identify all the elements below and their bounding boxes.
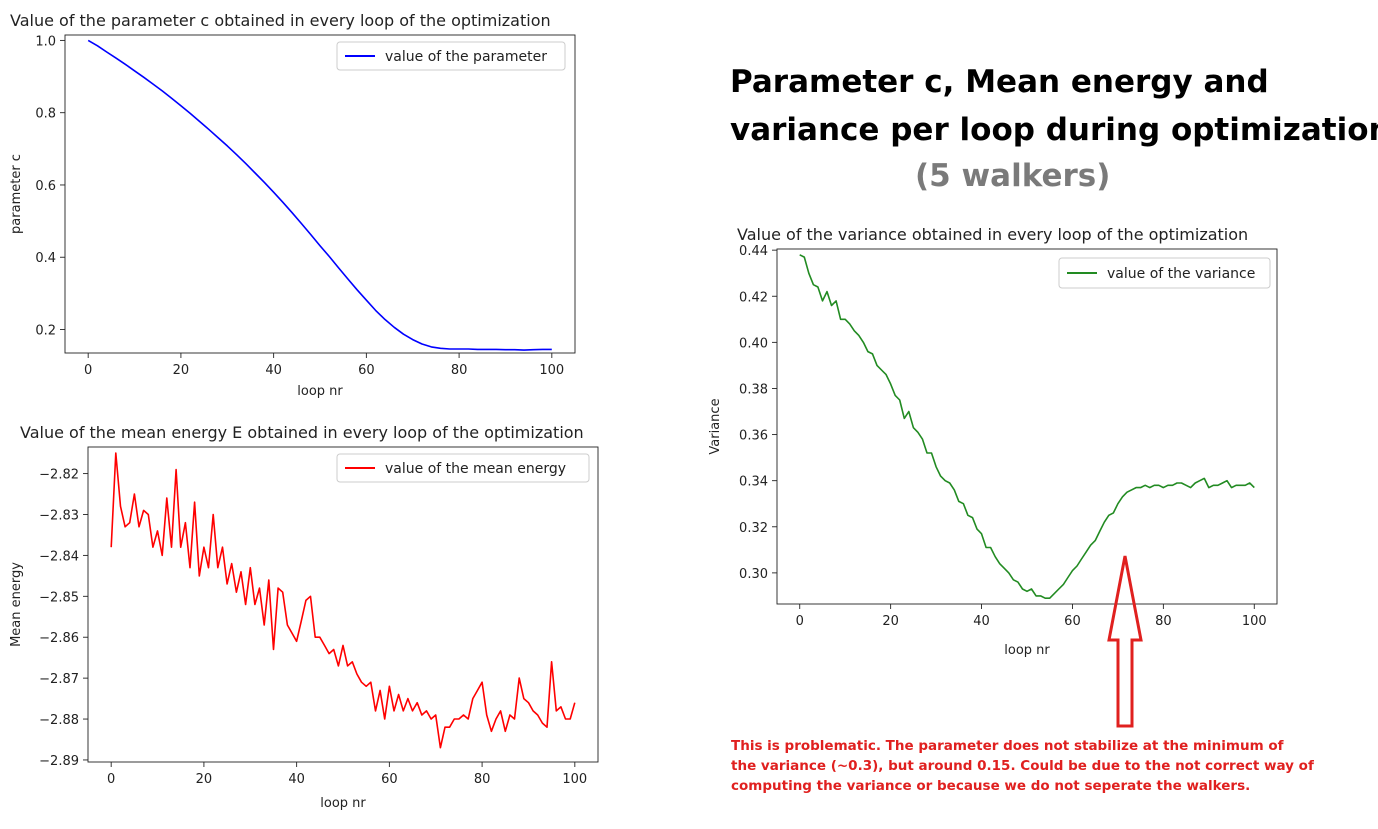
param-y-tick-label: 1.0 [35,34,56,49]
annotation-arrow [1107,555,1143,728]
param-x-tick-label: 80 [451,363,468,378]
param-y-tick-label: 0.2 [35,324,56,339]
param-x-tick-label: 20 [173,363,190,378]
energy-series-line [110,452,576,749]
main-heading-line-2: variance per loop during optimization [730,112,1378,148]
variance-x-tick-label: 0 [796,614,804,629]
energy-y-tick-label: −2.83 [39,509,79,524]
variance-x-tick-label: 20 [882,614,899,629]
param-chart: Value of the parameter c obtained in eve… [9,11,576,399]
variance-x-tick-label: 80 [1155,614,1172,629]
variance-y-tick-label: 0.40 [739,336,768,351]
energy-y-tick-label: −2.88 [39,713,79,728]
variance-legend-box [1058,257,1271,289]
problem-note-line-2: the variance (~0.3), but around 0.15. Co… [731,758,1314,774]
param-series-line [87,39,552,351]
energy-y-tick-label: −2.89 [39,754,79,769]
energy-x-axis-label: loop nr [320,796,366,811]
variance-y-tick-label: 0.38 [739,382,768,397]
param-axes-frame [64,34,576,354]
param-y-tick-label: 0.8 [35,107,56,122]
energy-legend-label: value of the mean energy [385,461,566,477]
energy-y-tick-label: −2.82 [39,468,79,483]
variance-y-tick-label: 0.34 [739,475,768,490]
variance-x-tick-label: 100 [1242,614,1267,629]
param-x-tick-label: 40 [265,363,282,378]
problem-note-line-3: computing the variance or because we do … [731,778,1251,794]
variance-legend-label: value of the variance [1107,266,1255,282]
problem-note: This is problematic. The parameter does … [731,736,1371,796]
main-heading: Parameter c, Mean energy and variance pe… [730,58,1378,154]
variance-y-tick-label: 0.30 [739,567,768,582]
energy-y-tick-label: −2.85 [39,590,79,605]
param-x-tick-label: 0 [84,363,92,378]
param-x-tick-label: 100 [539,363,564,378]
energy-y-axis-label: Mean energy [9,562,24,647]
variance-y-tick-label: 0.32 [739,521,768,536]
param-y-axis-label: parameter c [9,154,24,234]
param-y-tick-label: 0.4 [35,251,56,266]
energy-y-tick-label: −2.87 [39,672,79,687]
variance-axes-frame [776,248,1278,605]
param-x-tick-label: 60 [358,363,375,378]
energy-x-tick-label: 20 [196,772,213,787]
energy-x-tick-label: 80 [474,772,491,787]
energy-y-tick-label: −2.84 [39,549,79,564]
param-legend-label: value of the parameter [385,49,547,65]
variance-y-tick-label: 0.44 [739,244,768,259]
energy-chart: Value of the mean energy E obtained in e… [9,423,599,811]
param-legend-box [336,41,566,71]
param-y-tick-label: 0.6 [35,179,56,194]
walker-count-subheading: (5 walkers) [915,158,1111,194]
param-chart-title: Value of the parameter c obtained in eve… [10,11,551,30]
energy-legend-box [336,453,590,483]
energy-x-tick-label: 0 [107,772,115,787]
variance-y-tick-label: 0.36 [739,429,768,444]
variance-x-tick-label: 40 [973,614,990,629]
variance-y-axis-label: Variance [708,398,723,454]
variance-x-tick-label: 60 [1064,614,1081,629]
variance-chart: Value of the variance obtained in every … [708,225,1278,658]
energy-x-tick-label: 60 [381,772,398,787]
energy-x-tick-label: 100 [562,772,587,787]
energy-x-tick-label: 40 [288,772,305,787]
energy-y-tick-label: −2.86 [39,631,79,646]
energy-chart-title: Value of the mean energy E obtained in e… [20,423,584,442]
energy-axes-frame [87,446,599,763]
problem-note-line-1: This is problematic. The parameter does … [731,738,1284,754]
main-heading-line-1: Parameter c, Mean energy and [730,64,1269,100]
variance-x-axis-label: loop nr [1004,643,1050,658]
variance-chart-title: Value of the variance obtained in every … [737,225,1248,244]
param-x-axis-label: loop nr [297,384,343,399]
variance-series-line [799,254,1255,599]
variance-y-tick-label: 0.42 [739,290,768,305]
